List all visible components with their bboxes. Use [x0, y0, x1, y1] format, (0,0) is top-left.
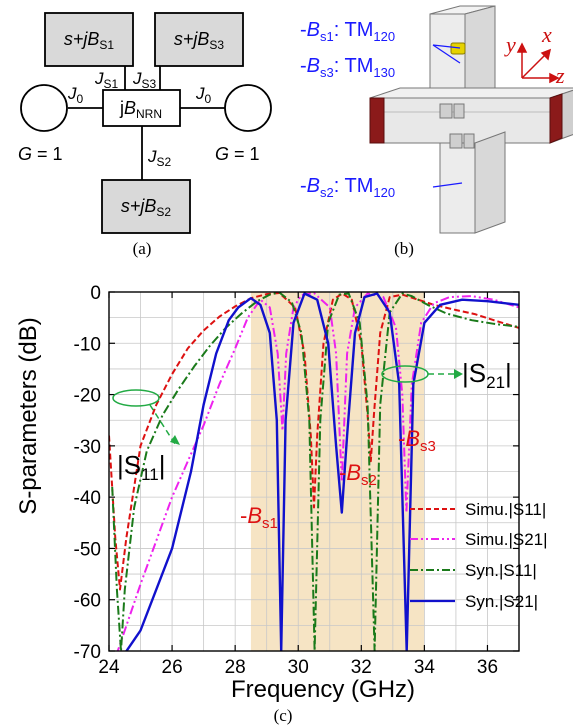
series-line-2 [111, 292, 519, 651]
x-tick-label: 26 [162, 657, 183, 678]
annotation-s21: |S21| [462, 358, 512, 392]
load-terminal [224, 84, 272, 132]
x-tick-label: 36 [477, 657, 498, 678]
y-tick-label: -60 [74, 591, 101, 612]
nrn-box [102, 89, 181, 127]
coupling-js2-label: JS2 [147, 147, 172, 169]
resonator-s1-box [44, 12, 134, 67]
x-tick-label: 34 [414, 657, 436, 678]
x-tick-label: 28 [225, 657, 246, 678]
annotation-s11: |S11| [117, 450, 166, 484]
plot-frame [108, 291, 520, 652]
axis-ticks: 24 26 28 30 32 34 36 0 -10 -20 -30 -40 -50 -60 -70 [74, 283, 520, 678]
s11-marker-ellipse [112, 389, 160, 407]
y-tick-label: -40 [74, 488, 101, 509]
legend: Simu.|S11| Simu.|S21| Syn.|S11| Syn.|S21… [410, 500, 548, 611]
legend-label-simu-s21: Simu.|S21| [465, 530, 548, 549]
x-tick-label: 30 [288, 657, 309, 678]
axis-y-label: y [504, 32, 516, 57]
x-tick-label: 24 [98, 657, 120, 678]
resonator-s2-label: s+jBS2 [121, 196, 172, 219]
s11-marker-arrow [149, 404, 176, 445]
resonator-s1-label: s+jBS1 [64, 29, 115, 52]
legend-label-syn-s21: Syn.|S21| [465, 592, 538, 611]
x-tick-label: 32 [351, 657, 372, 678]
circuit-diagram: s+jBS1 s+jBS3 s+jBS2 jBNRN JS1 JS3 JS2 J… [18, 12, 272, 258]
s-parameter-chart: 24 26 28 30 32 34 36 0 -10 -20 -30 -40 -50 -60 -70 Fre… [15, 283, 548, 725]
annotation-bs3: -Bs3 [398, 426, 436, 455]
mode-label-s1: -Bs1: TM120 [300, 19, 395, 44]
caption-a: (a) [133, 239, 152, 258]
y-tick-label: -20 [74, 386, 101, 407]
legend-label-syn-s11: Syn.|S11| [465, 561, 537, 580]
tuning-post [450, 42, 466, 55]
y-axis-title: S-parameters (dB) [15, 317, 42, 514]
waveguide-3d-model: -Bs1: TM120 -Bs3: TM130 -Bs2: TM120 y x … [300, 5, 573, 258]
plot-area [108, 291, 520, 652]
mode-label-s3: -Bs3: TM130 [300, 55, 395, 80]
axis-x-label: x [541, 22, 552, 47]
coupling-j0-left-label: J0 [67, 84, 84, 106]
series-line-0 [109, 292, 519, 591]
y-tick-label: -10 [74, 334, 101, 355]
g-right-label: G = 1 [215, 144, 260, 164]
input-port [369, 97, 385, 144]
coupling-lines [68, 66, 225, 180]
nrn-label: jBNRN [119, 98, 162, 121]
legend-label-simu-s11: Simu.|S11| [465, 500, 546, 519]
coupling-j0-right-label: J0 [195, 84, 212, 106]
series-curves [109, 292, 519, 651]
resonator-s3-label: s+jBS3 [174, 29, 225, 52]
annotation-bs2: -Bs2 [339, 460, 377, 489]
x-axis-title: Frequency (GHz) [231, 676, 415, 703]
s21-marker-arrowhead [454, 369, 463, 379]
y-tick-label: 0 [90, 283, 101, 304]
mode-label-s2: -Bs2: TM120 [300, 175, 395, 200]
source-terminal [20, 84, 68, 132]
coupling-js3-label: JS3 [132, 69, 157, 91]
series-line-3 [125, 292, 519, 651]
y-tick-label: -50 [74, 539, 101, 560]
mode-arrows [432, 44, 463, 188]
resonator-s2-box [101, 179, 191, 234]
caption-c: (c) [274, 706, 293, 725]
y-tick-label: -30 [74, 437, 101, 458]
waveguide-structure [369, 5, 573, 234]
resonator-s3-box [154, 12, 244, 67]
axis-z-label: z [555, 63, 565, 88]
coordinate-axes [516, 42, 560, 84]
annotation-bs1: -Bs1 [240, 503, 278, 532]
y-tick-label: -70 [74, 642, 101, 663]
g-left-label: G = 1 [18, 144, 63, 164]
caption-b: (b) [394, 239, 414, 258]
s11-marker-arrowhead [170, 435, 180, 445]
output-port [549, 93, 563, 144]
coupling-js1-label: JS1 [94, 69, 119, 91]
series-line-1 [116, 292, 519, 651]
